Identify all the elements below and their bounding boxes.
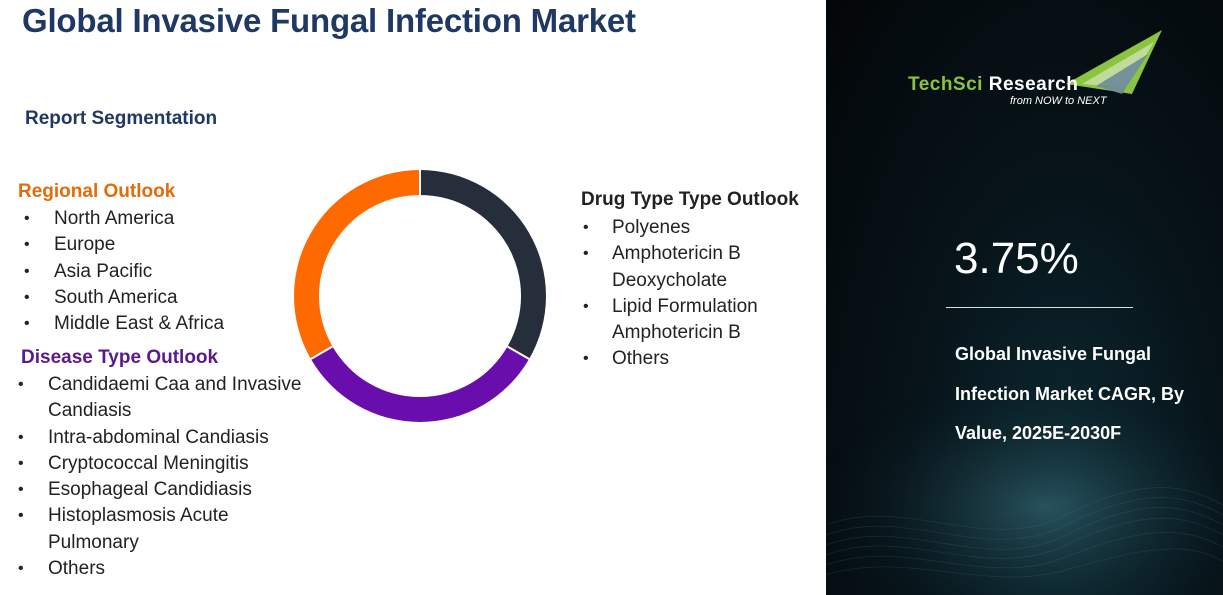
list-item: Amphotericin B Deoxycholate <box>581 241 821 294</box>
techsci-logo-icon <box>1066 30 1162 94</box>
list-item: Cryptococcal Meningitis <box>18 451 318 478</box>
wave-background-graphic <box>826 375 1223 595</box>
brand-name: TechSci Research <box>908 74 1079 95</box>
list-item: Others <box>581 346 821 373</box>
list-item: South America <box>18 285 224 312</box>
drug-type-section: Drug Type Type Outlook Polyenes Amphoter… <box>581 189 821 373</box>
drug-type-heading: Drug Type Type Outlook <box>581 189 799 210</box>
kpi-panel: TechSci Research from NOW to NEXT 3.75% … <box>826 0 1223 595</box>
donut-segment-drug <box>420 170 546 359</box>
donut-segment-regional <box>294 170 420 359</box>
list-item: Intra-abdominal Candiasis <box>18 425 318 452</box>
segmentation-donut-chart <box>294 170 546 422</box>
list-item: Middle East & Africa <box>18 311 224 338</box>
list-item: Polyenes <box>581 215 821 242</box>
list-item: Asia Pacific <box>18 259 224 286</box>
list-item: Europe <box>18 232 224 259</box>
disease-type-heading: Disease Type Outlook <box>21 347 219 368</box>
disease-type-section: Disease Type Outlook Candidaemi Caa and … <box>18 347 318 583</box>
page-title: Global Invasive Fungal Infection Market <box>22 2 636 39</box>
list-item: Lipid Formulation Amphotericin B <box>581 294 821 347</box>
list-item: Others <box>18 556 318 583</box>
list-item: Candidaemi Caa and Invasive Candiasis <box>18 372 318 425</box>
regional-outlook-heading: Regional Outlook <box>18 181 176 202</box>
brand-tagline: from NOW to NEXT <box>1010 95 1107 107</box>
divider <box>946 307 1133 308</box>
segmentation-panel: Global Invasive Fungal Infection Market … <box>0 0 826 595</box>
list-item: North America <box>18 206 224 233</box>
list-item: Esophageal Candidiasis <box>18 477 318 504</box>
list-item: Histoplasmosis Acute Pulmonary <box>18 503 318 556</box>
regional-outlook-section: Regional Outlook North America Europe As… <box>18 181 224 338</box>
cagr-value: 3.75% <box>954 234 1079 283</box>
section-subtitle: Report Segmentation <box>25 108 218 129</box>
cagr-caption: Global Invasive Fungal Infection Market … <box>955 344 1185 443</box>
donut-segment-disease <box>310 346 530 422</box>
